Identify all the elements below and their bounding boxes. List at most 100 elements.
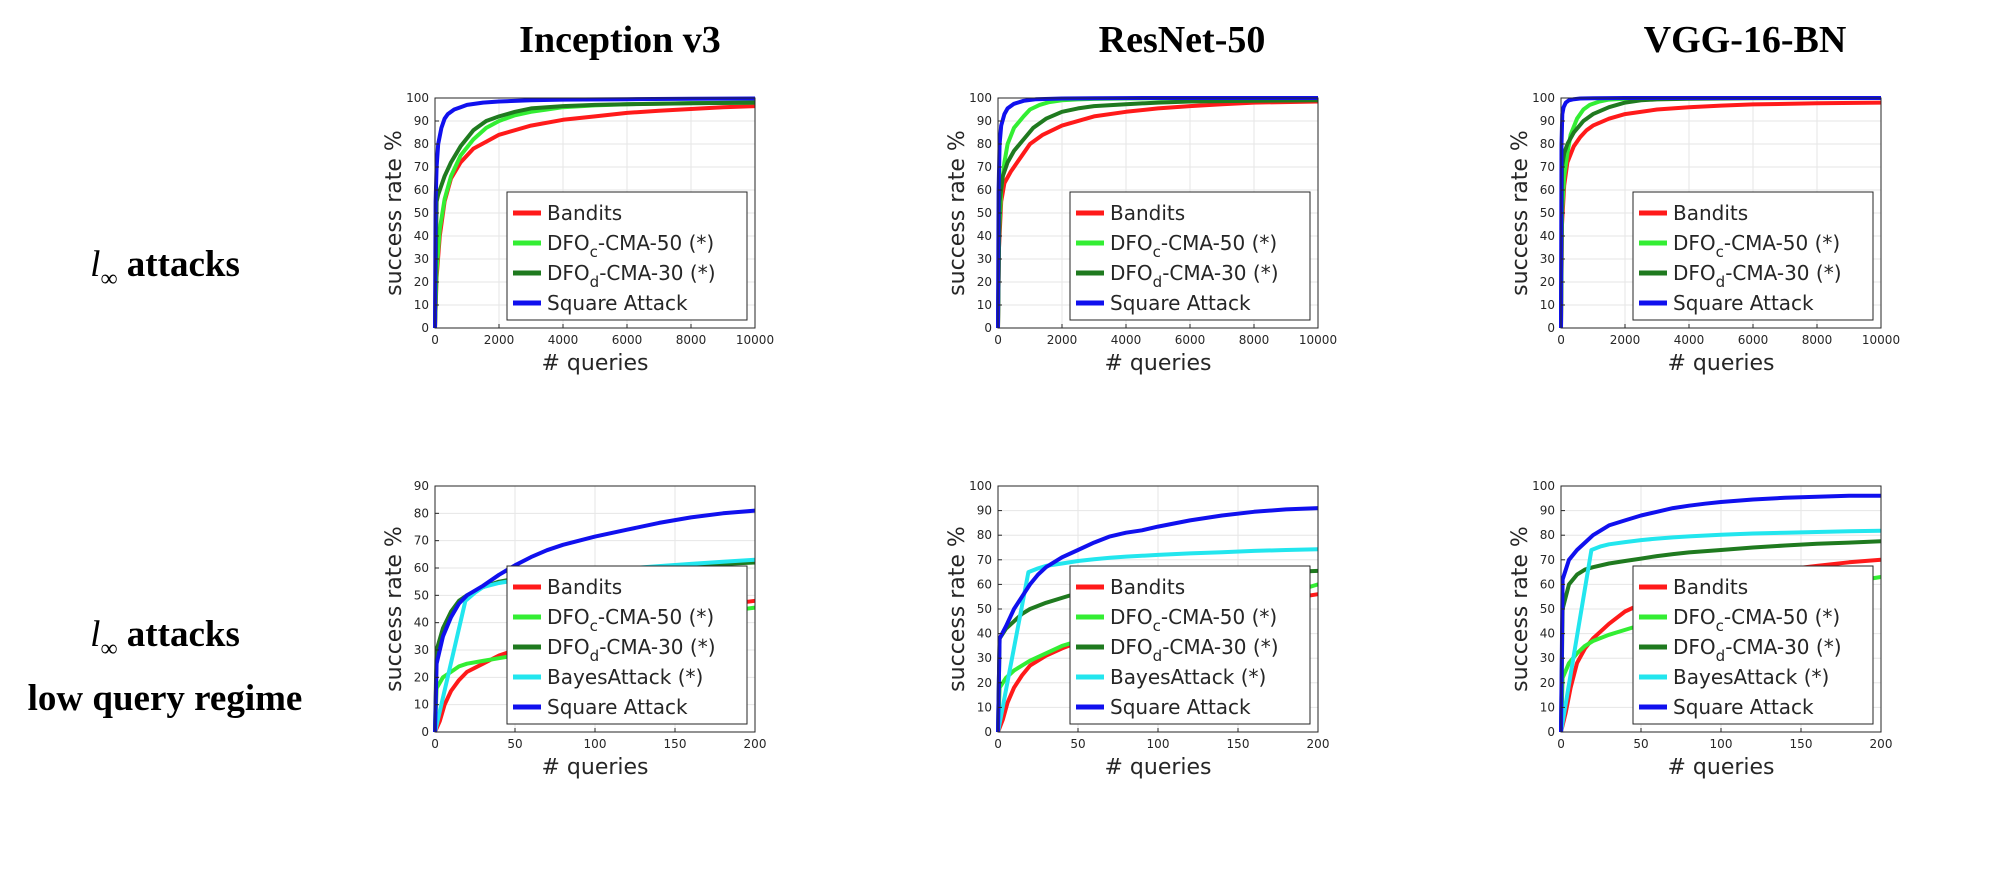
y-tick-label: 90 <box>1540 504 1555 518</box>
legend-label: Square Attack <box>547 291 688 315</box>
x-tick-label: 0 <box>431 333 439 347</box>
plot-group: 0 50 100 150 200 0 10 20 30 40 50 60 70 80 90 # queries… <box>382 479 766 780</box>
legend-label-rest: -CMA-30 (*) <box>1725 635 1841 659</box>
y-tick-label: 40 <box>1540 229 1555 243</box>
y-axis-label: success rate % <box>945 526 970 692</box>
legend-label-main: DFO <box>547 261 590 285</box>
y-tick-label: 60 <box>414 561 429 575</box>
legend-label: Bandits <box>1110 575 1185 599</box>
series-line-square <box>433 96 756 329</box>
x-tick-label: 10000 <box>736 333 774 347</box>
legend-label-subscript: d <box>1153 273 1163 291</box>
legend-label: DFOd-CMA-30 (*) <box>1673 635 1842 665</box>
legend-label-main: DFO <box>547 605 590 629</box>
x-tick-label: 4000 <box>548 333 579 347</box>
legend-box <box>1632 565 1874 725</box>
y-tick-label: 70 <box>414 534 429 548</box>
legend-label-subscript: c <box>1716 243 1724 261</box>
legend-label-subscript: d <box>590 273 600 291</box>
legend-label: DFOd-CMA-30 (*) <box>547 261 716 291</box>
y-tick-label: 10 <box>977 298 992 312</box>
legend-label-main: Bandits <box>547 201 622 225</box>
x-tick-label: 6000 <box>1738 333 1769 347</box>
legend-label: BayesAttack (*) <box>1673 665 1829 689</box>
x-tick-label: 8000 <box>676 333 707 347</box>
legend-label-main: Square Attack <box>1673 695 1814 719</box>
legend-label: DFOc-CMA-50 (*) <box>1673 605 1840 635</box>
row-label-top: l∞ attacks <box>0 240 330 304</box>
y-tick-label: 0 <box>1547 321 1555 335</box>
y-tick-label: 50 <box>1540 206 1555 220</box>
legend-box <box>1069 191 1311 321</box>
y-tick-label: 50 <box>414 588 429 602</box>
legend-box <box>1069 565 1311 725</box>
y-tick-label: 70 <box>977 553 992 567</box>
legend-label-rest: -CMA-50 (*) <box>1161 605 1277 629</box>
legend-label: Bandits <box>547 575 622 599</box>
y-tick-label: 80 <box>1540 137 1555 151</box>
x-axis-label: # queries <box>1104 755 1211 780</box>
legend-label: BayesAttack (*) <box>1110 665 1266 689</box>
legend-label: DFOd-CMA-30 (*) <box>547 635 716 665</box>
y-tick-label: 10 <box>1540 298 1555 312</box>
plot-group: 0 2000 4000 6000 8000 10000 0 10 20 30 40 50 60 70 80 9… <box>945 91 1337 376</box>
x-tick-label: 150 <box>1790 737 1813 751</box>
y-tick-label: 60 <box>977 577 992 591</box>
x-tick-label: 2000 <box>484 333 515 347</box>
legend-label-main: DFO <box>1673 231 1716 255</box>
x-tick-label: 50 <box>1070 737 1085 751</box>
y-tick-label: 10 <box>977 700 992 714</box>
legend-label-main: DFO <box>1110 605 1153 629</box>
y-tick-label: 70 <box>977 160 992 174</box>
legend-label-main: Square Attack <box>1110 695 1251 719</box>
y-tick-label: 90 <box>1540 114 1555 128</box>
x-tick-label: 2000 <box>1047 333 1078 347</box>
series-line-square <box>1559 493 1881 733</box>
y-tick-label: 50 <box>977 206 992 220</box>
row-label-bottom: l∞ attacks low query regime <box>0 610 330 724</box>
x-tick-label: 0 <box>431 737 439 751</box>
y-tick-label: 70 <box>1540 160 1555 174</box>
x-tick-label: 150 <box>664 737 687 751</box>
legend-label-main: Bandits <box>1673 575 1748 599</box>
x-tick-label: 100 <box>1147 737 1170 751</box>
legend-label: Bandits <box>547 201 622 225</box>
y-tick-label: 0 <box>421 321 429 335</box>
legend-label: Square Attack <box>1110 695 1251 719</box>
series-line-bandits <box>996 99 1319 329</box>
legend-label: Square Attack <box>1673 695 1814 719</box>
x-tick-label: 2000 <box>1610 333 1641 347</box>
legend-label: DFOd-CMA-30 (*) <box>1673 261 1842 291</box>
y-tick-label: 80 <box>414 137 429 151</box>
legend-label-main: BayesAttack (*) <box>1673 665 1829 689</box>
row-label-subscript: ∞ <box>100 636 118 662</box>
legend-label-main: DFO <box>1110 261 1153 285</box>
y-tick-label: 20 <box>977 275 992 289</box>
legend-label: Square Attack <box>1110 291 1251 315</box>
x-tick-label: 50 <box>507 737 522 751</box>
chart-inception-linf: 0 2000 4000 6000 8000 10000 0 10 20 30 40 50 60 70 80 9… <box>382 91 774 376</box>
x-tick-label: 100 <box>1710 737 1733 751</box>
legend-label-subscript: d <box>1716 273 1726 291</box>
y-tick-label: 10 <box>1540 700 1555 714</box>
legend-label-rest: -CMA-50 (*) <box>1724 605 1840 629</box>
y-tick-label: 20 <box>977 676 992 690</box>
y-tick-label: 80 <box>1540 528 1555 542</box>
legend-label-main: Square Attack <box>547 291 688 315</box>
y-tick-label: 40 <box>1540 627 1555 641</box>
x-tick-label: 200 <box>744 737 767 751</box>
y-tick-label: 90 <box>414 479 429 493</box>
y-tick-label: 0 <box>984 725 992 739</box>
legend-label-main: Square Attack <box>1673 291 1814 315</box>
y-axis-label: success rate % <box>1508 130 1533 296</box>
x-tick-label: 4000 <box>1111 333 1142 347</box>
legend: Bandits DFOc-CMA-50 (*)DFOd-CMA-30 (*)Bay… <box>1632 565 1874 725</box>
legend-label-subscript: d <box>1716 647 1726 665</box>
x-tick-label: 4000 <box>1674 333 1705 347</box>
column-title-inception: Inception v3 <box>519 19 721 61</box>
y-tick-label: 30 <box>1540 651 1555 665</box>
legend-box <box>506 565 748 725</box>
